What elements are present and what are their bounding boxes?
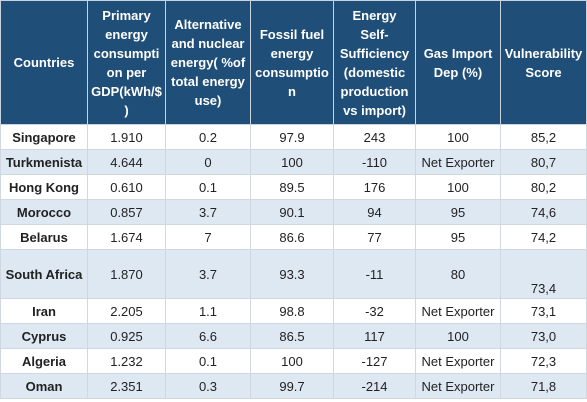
value-cell: 94 [333,199,416,225]
country-cell: Algeria [0,348,88,374]
value-cell: 243 [333,124,416,150]
header-cell: Vulnerability Score [500,0,587,125]
value-cell: 0.925 [87,323,166,349]
header-cell: Countries [0,0,88,125]
value-cell: 90.1 [250,199,334,225]
value-cell: 80 [415,249,501,299]
value-cell: 0.1 [165,174,251,200]
value-cell: -32 [333,298,416,324]
value-cell: 4.644 [87,149,166,175]
header-cell: Energy Self-Sufficiency (domestic produc… [333,0,416,125]
value-cell: 80,2 [500,174,587,200]
table-row: Iran 2.205 1.1 98.8 -32 Net Exporter 73,1 [0,298,587,324]
value-cell: 97.9 [250,124,334,150]
country-cell: Belarus [0,224,88,250]
header-cell: Fossil fuel energy consumption [250,0,334,125]
value-cell: -127 [333,348,416,374]
header-cell: Alternative and nuclear energy( %of tota… [165,0,251,125]
value-cell: 77 [333,224,416,250]
country-cell: Singapore [0,124,88,150]
value-cell: 2.351 [87,373,166,399]
value-cell: 0 [165,149,251,175]
table-row: Cyprus 0.925 6.6 86.5 117 100 73,0 [0,323,587,349]
value-cell: 98.8 [250,298,334,324]
table-row: South Africa 1.870 3.7 93.3 -11 80 73,4 [0,249,587,299]
country-cell: Turkmenista [0,149,88,175]
value-cell: 95 [415,199,501,225]
country-cell: South Africa [0,249,88,299]
value-cell: -214 [333,373,416,399]
value-cell: 89.5 [250,174,334,200]
value-cell: 72,3 [500,348,587,374]
header-cell: Gas Import Dep (%) [415,0,501,125]
table-row: Belarus 1.674 7 86.6 77 95 74,2 [0,224,587,250]
value-cell: Net Exporter [415,348,501,374]
country-cell: Hong Kong [0,174,88,200]
value-cell: 73,4 [500,249,587,299]
value-cell: Net Exporter [415,298,501,324]
value-cell: Net Exporter [415,373,501,399]
value-cell: 99.7 [250,373,334,399]
value-cell: 3.7 [165,199,251,225]
value-cell: 0.2 [165,124,251,150]
value-cell: 176 [333,174,416,200]
value-cell: 73,1 [500,298,587,324]
value-cell: 0.1 [165,348,251,374]
value-cell: 80,7 [500,149,587,175]
value-cell: 0.3 [165,373,251,399]
table-row: Singapore 1.910 0.2 97.9 243 100 85,2 [0,124,587,150]
value-cell: 100 [415,124,501,150]
value-cell: 95 [415,224,501,250]
country-cell: Morocco [0,199,88,225]
value-cell: 74,6 [500,199,587,225]
table-row: Algeria 1.232 0.1 100 -127 Net Exporter 72,3 [0,348,587,374]
table-row: Oman 2.351 0.3 99.7 -214 Net Exporter 71,8 [0,373,587,399]
table-row: Turkmenista 4.644 0 100 -110 Net Exporter 80,7 [0,149,587,175]
value-cell: 1.870 [87,249,166,299]
table-row: Hong Kong 0.610 0.1 89.5 176 100 80,2 [0,174,587,200]
value-cell: 73,0 [500,323,587,349]
header-cell: Primary energy consumption per GDP(kWh/$… [87,0,166,125]
value-cell: 85,2 [500,124,587,150]
value-cell: Net Exporter [415,149,501,175]
country-cell: Cyprus [0,323,88,349]
value-cell: 1.1 [165,298,251,324]
table-body: Singapore 1.910 0.2 97.9 243 100 85,2 Turkmenis… [0,124,587,399]
value-cell: 71,8 [500,373,587,399]
value-cell: 6.6 [165,323,251,349]
country-cell: Iran [0,298,88,324]
value-cell: 2.205 [87,298,166,324]
value-cell: 86.5 [250,323,334,349]
value-cell: 0.857 [87,199,166,225]
value-cell: 7 [165,224,251,250]
value-cell: 1.910 [87,124,166,150]
value-cell: 93.3 [250,249,334,299]
value-cell: 1.232 [87,348,166,374]
value-cell: -11 [333,249,416,299]
value-cell: 1.674 [87,224,166,250]
value-cell: 3.7 [165,249,251,299]
header-row: Countries Primary energy consumption per … [0,0,587,125]
value-cell: 0.610 [87,174,166,200]
value-cell: 100 [415,174,501,200]
value-cell: 100 [415,323,501,349]
country-cell: Oman [0,373,88,399]
value-cell: 86.6 [250,224,334,250]
value-cell: 117 [333,323,416,349]
table-row: Morocco 0.857 3.7 90.1 94 95 74,6 [0,199,587,225]
value-cell: 100 [250,149,334,175]
value-cell: 100 [250,348,334,374]
value-cell: -110 [333,149,416,175]
value-cell: 74,2 [500,224,587,250]
